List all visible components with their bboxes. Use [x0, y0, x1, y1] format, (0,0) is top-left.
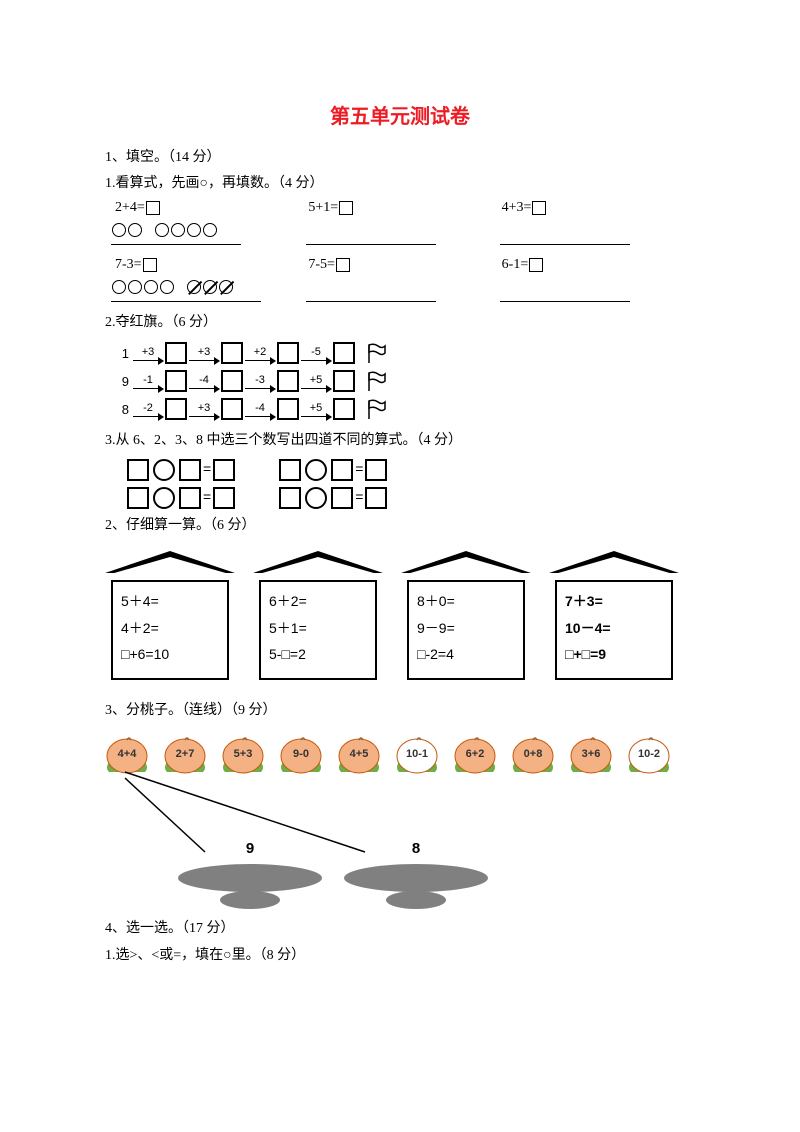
q2-heading: 2、仔细算一算。（6 分）	[105, 515, 695, 537]
house-1: 5＋4= 4＋2= □+6=10	[105, 551, 235, 680]
eq-6minus1: 6-1=	[502, 257, 695, 273]
peach-item: 3+6	[565, 736, 617, 782]
q1-2-text: 2.夺红旗。（6 分）	[105, 312, 695, 334]
flag-icon	[365, 399, 387, 419]
blank-row1-b	[306, 222, 501, 245]
eq-7minus5: 7-5=	[308, 257, 501, 273]
house-2: 6＋2= 5＋1= 5-□=2	[253, 551, 383, 680]
circles-row1-a	[111, 222, 306, 245]
page-title: 第五单元测试卷	[105, 100, 695, 129]
q3-heading: 3、分桃子。（连线）（9 分）	[105, 700, 695, 722]
eq-5plus1: 5+1=	[308, 200, 501, 216]
house-4: 7＋3= 10－4= □+□=9	[549, 551, 679, 680]
houses: 5＋4= 4＋2= □+6=10 6＋2= 5＋1= 5-□=2 8＋0= 9－…	[105, 551, 679, 680]
q4-1-text: 1.选>、<或=，填在○里。（8 分）	[105, 945, 695, 967]
house-3: 8＋0= 9－9= □-2=4	[401, 551, 531, 680]
flag-icon	[365, 343, 387, 363]
chain-row-3: 8 -2 +3 -4 +5	[111, 398, 695, 420]
circles-row2-a	[111, 279, 306, 302]
eq-2plus4: 2+4=	[115, 200, 308, 216]
q1-heading: 1、填空。（14 分）	[105, 147, 695, 169]
peach-item: 10-2	[623, 736, 675, 782]
match-lines	[105, 742, 565, 872]
q1-1-text: 1.看算式，先画○，再填数。（4 分）	[105, 173, 695, 195]
eq-7minus3: 7-3=	[115, 257, 308, 273]
blank-row1-c	[500, 222, 695, 245]
chain-row-1: 1 +3 +3 +2 -5	[111, 342, 695, 364]
eq-template-row: = =	[125, 487, 695, 509]
eq-4plus3: 4+3=	[502, 200, 695, 216]
plate-8: 8	[341, 862, 491, 910]
blank-row2-b	[306, 279, 501, 302]
q1-3-text: 3.从 6、2、3、8 中选三个数写出四道不同的算式。（4 分）	[105, 430, 695, 452]
flag-icon	[365, 371, 387, 391]
eq-template-row: = =	[125, 459, 695, 481]
plate-9: 9	[175, 862, 325, 910]
chain-row-2: 9 -1 -4 -3 +5	[111, 370, 695, 392]
q4-heading: 4、选一选。（17 分）	[105, 918, 695, 940]
blank-row2-c	[500, 279, 695, 302]
